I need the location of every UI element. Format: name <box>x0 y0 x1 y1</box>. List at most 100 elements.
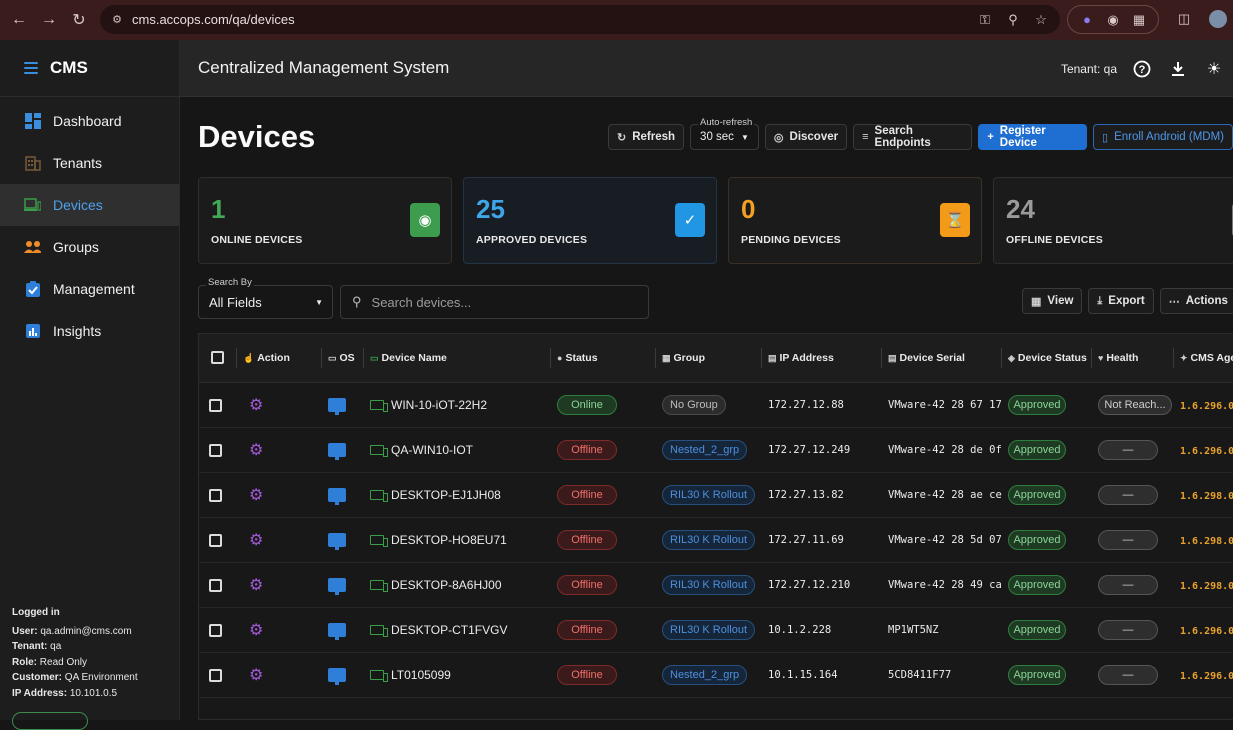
search-input[interactable] <box>371 294 612 310</box>
profile-avatar[interactable] <box>1209 10 1227 28</box>
column-header-cms-agent[interactable]: ✦CMS Agent <box>1174 334 1233 383</box>
group-badge[interactable]: Nested_2_grp <box>662 664 748 685</box>
actions-menu-button[interactable]: ⋯ Actions <box>1159 288 1233 314</box>
extension-flame-icon[interactable]: ● <box>1083 12 1091 27</box>
extensions-group: ● ◉ ▦ <box>1067 5 1159 34</box>
device-name[interactable]: WIN-10-iOT-22H2 <box>391 397 488 412</box>
sidebar-item-devices[interactable]: Devices <box>0 184 179 226</box>
sidebar-item-tenants[interactable]: Tenants <box>0 142 179 184</box>
device-name[interactable]: DESKTOP-CT1FVGV <box>391 622 508 637</box>
tab-search-icon[interactable]: ◫ <box>1177 11 1191 26</box>
zoom-icon[interactable]: ⚲ <box>1008 12 1018 27</box>
app-title: Centralized Management System <box>198 58 450 77</box>
table-row[interactable]: ⚙ DESKTOP-8A6HJ00 Offline RIL30 K Rollou… <box>199 562 1233 608</box>
register-device-button[interactable]: + Register Device <box>978 124 1088 150</box>
table-row[interactable]: ⚙ LT0105099 Offline Nested_2_grp 10.1.15… <box>199 652 1233 698</box>
group-badge[interactable]: RIL30 K Rollout <box>662 574 756 595</box>
search-endpoints-button[interactable]: ≡ Search Endpoints <box>853 124 973 150</box>
row-checkbox[interactable] <box>209 533 222 547</box>
row-checkbox[interactable] <box>209 443 222 457</box>
download-icon[interactable] <box>1167 58 1189 80</box>
group-badge[interactable]: No Group <box>662 394 726 415</box>
bookmark-star-icon[interactable]: ☆ <box>1035 12 1047 27</box>
row-checkbox[interactable] <box>209 398 222 412</box>
back-icon[interactable]: ← <box>11 11 27 28</box>
group-badge[interactable]: RIL30 K Rollout <box>662 484 756 505</box>
tenant-label: Tenant: qa <box>1060 62 1117 76</box>
extension-globe-icon[interactable]: ◉ <box>1107 11 1119 27</box>
group-badge[interactable]: Nested_2_grp <box>662 439 748 460</box>
table-row[interactable]: ⚙ DESKTOP-CT1FVGV Offline RIL30 K Rollou… <box>199 607 1233 653</box>
row-checkbox[interactable] <box>209 668 222 682</box>
table-row[interactable]: ⚙ WIN-10-iOT-22H2 Online No Group 172.27… <box>199 382 1233 428</box>
column-header-ip[interactable]: ▤ IP Address <box>762 334 882 383</box>
enroll-android-button[interactable]: ▯ Enroll Android (MDM) <box>1093 124 1233 150</box>
help-icon[interactable]: ? <box>1131 58 1153 80</box>
column-header-serial[interactable]: ▤ Device Serial <box>882 334 1002 383</box>
extensions-puzzle-icon[interactable]: ▦ <box>1132 11 1146 27</box>
sidebar-item-groups[interactable]: Groups <box>0 226 179 268</box>
health-badge: — <box>1098 664 1158 685</box>
search-devices-field[interactable]: ⚲ <box>340 285 649 319</box>
row-checkbox[interactable] <box>209 578 222 592</box>
clipboard-check-icon <box>24 281 41 298</box>
sidebar-item-dashboard[interactable]: Dashboard <box>0 100 179 142</box>
gear-icon[interactable]: ⚙ <box>249 666 264 684</box>
reload-icon[interactable]: ↻ <box>72 12 86 29</box>
device-name[interactable]: QA-WIN10-IOT <box>391 442 474 457</box>
brand-name: CMS <box>50 58 88 77</box>
table-row[interactable]: ⚙ DESKTOP-EJ1JH08 Offline RIL30 K Rollou… <box>199 472 1233 518</box>
group-badge[interactable]: RIL30 K Rollout <box>662 619 756 640</box>
device-name[interactable]: DESKTOP-8A6HJ00 <box>391 577 502 592</box>
stat-card-approved[interactable]: 25 APPROVED DEVICES ✓ <box>463 177 717 264</box>
health-badge: — <box>1098 529 1158 550</box>
svg-text:?: ? <box>1139 64 1146 76</box>
gear-icon[interactable]: ⚙ <box>249 621 264 639</box>
stat-card-pending[interactable]: 0 PENDING DEVICES ⌛ <box>728 177 982 264</box>
address-bar[interactable]: ⚙ cms.accops.com/qa/devices ⚿ ⚲ ☆ <box>100 5 1060 34</box>
refresh-button[interactable]: ↻ Refresh <box>608 124 685 150</box>
sidebar-item-management[interactable]: Management <box>0 268 179 310</box>
column-header-os[interactable]: ▭ OS <box>322 334 364 383</box>
stat-card-online[interactable]: 1 ONLINE DEVICES ◉ <box>198 177 452 264</box>
device-name[interactable]: DESKTOP-HO8EU71 <box>391 532 507 547</box>
search-by-select[interactable]: Search By All Fields ▼ <box>198 277 333 319</box>
gear-icon[interactable]: ⚙ <box>249 396 264 414</box>
theme-sun-icon[interactable]: ☀ <box>1206 61 1222 78</box>
autorefresh-select[interactable]: Auto-refresh 30 sec ▼ <box>690 117 759 150</box>
select-all-header <box>199 334 237 383</box>
table-row[interactable]: ⚙ DESKTOP-HO8EU71 Offline RIL30 K Rollou… <box>199 517 1233 563</box>
column-header-action[interactable]: ☝ Action <box>237 334 322 383</box>
gear-icon[interactable]: ⚙ <box>249 486 264 504</box>
forward-icon[interactable]: → <box>41 11 57 28</box>
device-name[interactable]: LT0105099 <box>391 667 451 682</box>
row-checkbox[interactable] <box>209 488 222 502</box>
column-header-group[interactable]: ▦ Group <box>656 334 762 383</box>
table-row[interactable]: ⚙ QA-WIN10-IOT Offline Nested_2_grp 172.… <box>199 427 1233 473</box>
search-list-icon: ≡ <box>862 131 869 143</box>
sidebar-item-insights[interactable]: Insights <box>0 310 179 352</box>
site-info-icon[interactable]: ⚙ <box>112 14 122 26</box>
row-checkbox[interactable] <box>209 623 222 637</box>
select-all-checkbox[interactable] <box>211 351 224 365</box>
sidebar-item-label: Insights <box>53 323 102 339</box>
gear-icon[interactable]: ⚙ <box>249 576 264 594</box>
devices-icon <box>24 197 41 214</box>
column-header-health[interactable]: ♥ Health <box>1092 334 1174 383</box>
gear-icon[interactable]: ⚙ <box>249 441 264 459</box>
more-dots-icon: ⋯ <box>1168 295 1180 308</box>
export-button[interactable]: ⤓ Export <box>1088 288 1154 314</box>
column-header-status[interactable]: ● Status <box>551 334 656 383</box>
stat-card-offline[interactable]: 24 OFFLINE DEVICES ✕ <box>993 177 1233 264</box>
stat-label: APPROVED DEVICES <box>476 234 588 246</box>
view-button[interactable]: ▦ View <box>1022 288 1083 314</box>
hamburger-menu-icon[interactable] <box>24 62 38 74</box>
device-name[interactable]: DESKTOP-EJ1JH08 <box>391 487 501 502</box>
group-badge[interactable]: RIL30 K Rollout <box>662 529 756 550</box>
gear-icon[interactable]: ⚙ <box>249 531 264 549</box>
url-text[interactable]: cms.accops.com/qa/devices <box>132 12 295 27</box>
key-icon[interactable]: ⚿ <box>980 12 990 27</box>
discover-button[interactable]: ◎ Discover <box>764 124 848 150</box>
column-header-device-status[interactable]: ◈ Device Status <box>1002 334 1092 383</box>
column-header-device-name[interactable]: ▭ Device Name <box>364 334 551 383</box>
